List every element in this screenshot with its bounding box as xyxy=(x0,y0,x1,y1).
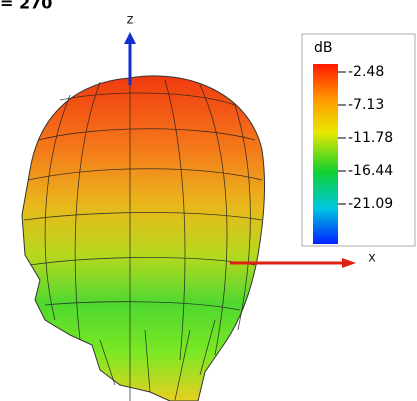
colorbar-ramp xyxy=(313,64,338,244)
colorbar-tick-label: -16.44 xyxy=(348,163,393,179)
colorbar-tick-label: -7.13 xyxy=(348,97,384,113)
colorbar-tick-label: -2.48 xyxy=(348,64,384,80)
x-arrow xyxy=(342,258,356,268)
colorbar-tick-label: -21.09 xyxy=(348,196,393,212)
plot-title: = 270 xyxy=(0,0,52,13)
colorbar-tick-label: -11.78 xyxy=(348,130,393,146)
x-axis-label: x xyxy=(368,251,376,266)
z-arrow xyxy=(124,32,136,44)
colorbar: dB -2.48 -7.13 -11.78 -16.44 -21.09 xyxy=(301,33,416,247)
z-axis-label: z xyxy=(127,13,134,28)
colorbar-unit: dB xyxy=(314,40,333,56)
head-pattern xyxy=(21,75,266,401)
